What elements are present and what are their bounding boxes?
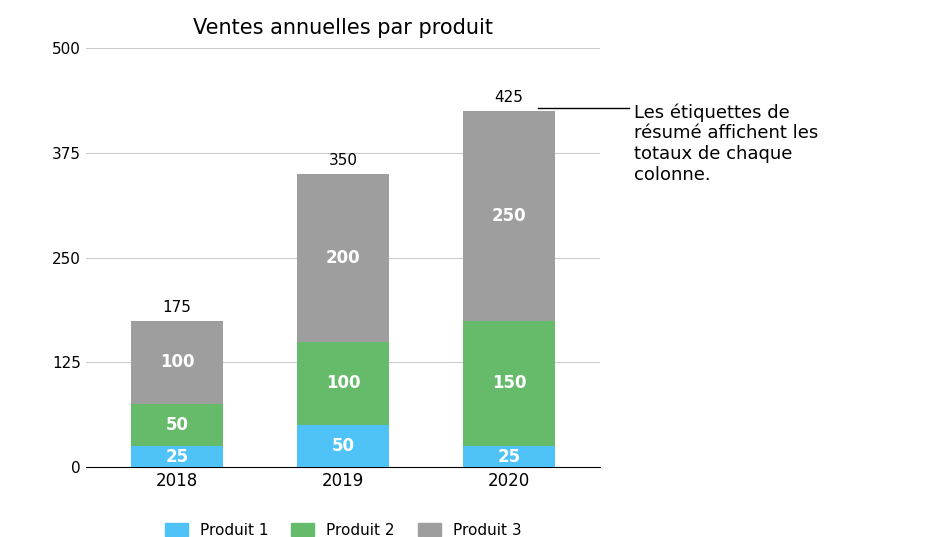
Text: 25: 25 <box>497 448 520 466</box>
Bar <box>463 111 554 321</box>
Bar <box>463 321 554 446</box>
Legend: Produit 1, Produit 2, Produit 3: Produit 1, Produit 2, Produit 3 <box>158 517 527 537</box>
Bar <box>463 446 554 467</box>
Bar <box>131 321 223 404</box>
Text: 100: 100 <box>160 353 194 372</box>
Text: 150: 150 <box>491 374 526 393</box>
Text: 25: 25 <box>166 448 188 466</box>
Bar <box>297 342 388 425</box>
Text: 100: 100 <box>326 374 360 393</box>
Bar <box>297 425 388 467</box>
Bar <box>131 446 223 467</box>
Bar <box>131 404 223 446</box>
Bar <box>297 174 388 342</box>
Text: 175: 175 <box>163 300 191 315</box>
Text: 50: 50 <box>166 416 188 434</box>
Text: 200: 200 <box>326 249 360 267</box>
Text: 50: 50 <box>331 437 354 455</box>
Text: 250: 250 <box>491 207 526 225</box>
Text: 350: 350 <box>328 153 357 168</box>
Title: Ventes annuelles par produit: Ventes annuelles par produit <box>193 18 492 39</box>
Text: 425: 425 <box>494 90 523 105</box>
Text: Les étiquettes de
résumé affichent les
totaux de chaque
colonne.: Les étiquettes de résumé affichent les t… <box>633 103 817 184</box>
